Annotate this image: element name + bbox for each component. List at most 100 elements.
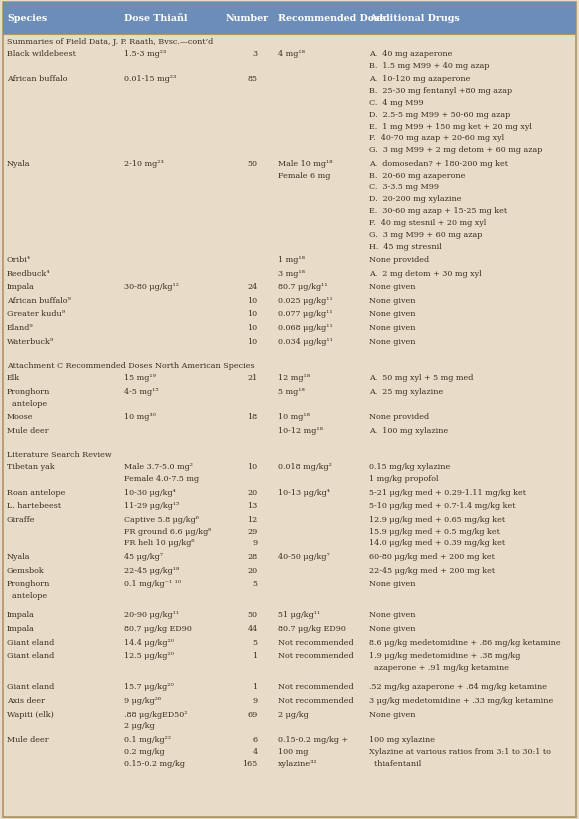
Text: 1.9 μg/kg medetomidine + .38 mg/kg: 1.9 μg/kg medetomidine + .38 mg/kg — [369, 652, 521, 660]
Text: 0.2 mg/kg: 0.2 mg/kg — [124, 748, 165, 756]
Text: 0.15 mg/kg xylazine: 0.15 mg/kg xylazine — [369, 464, 450, 471]
Text: B.  1.5 mg M99 + 40 mg azap: B. 1.5 mg M99 + 40 mg azap — [369, 62, 490, 70]
Text: 0.034 μg/kg¹¹: 0.034 μg/kg¹¹ — [278, 337, 333, 346]
Text: 5-21 μg/kg med + 0.29-1.11 mg/kg ket: 5-21 μg/kg med + 0.29-1.11 mg/kg ket — [369, 489, 526, 496]
Text: 15.7 μg/kg²⁰: 15.7 μg/kg²⁰ — [124, 683, 174, 691]
Text: 2 μg/kg: 2 μg/kg — [278, 711, 309, 718]
Text: Species: Species — [7, 14, 47, 22]
Text: D.  2.5-5 mg M99 + 50-60 mg azap: D. 2.5-5 mg M99 + 50-60 mg azap — [369, 111, 511, 119]
Text: Summaries of Field Data, J. P. Raath, Bvsc.—cont’d: Summaries of Field Data, J. P. Raath, Bv… — [7, 38, 213, 46]
Text: 9: 9 — [252, 540, 258, 547]
Text: 30-80 μg/kg¹²: 30-80 μg/kg¹² — [124, 283, 179, 292]
Text: Black wildebeest: Black wildebeest — [7, 50, 76, 58]
Text: 10-13 μg/kg⁴: 10-13 μg/kg⁴ — [278, 489, 330, 496]
Text: .88 μg/kgED50²: .88 μg/kgED50² — [124, 711, 188, 718]
Text: 14.4 μg/kg²⁰: 14.4 μg/kg²⁰ — [124, 639, 174, 646]
Text: Gemsbok: Gemsbok — [7, 567, 45, 575]
Text: Oribi⁴: Oribi⁴ — [7, 256, 31, 264]
Text: 1: 1 — [252, 683, 258, 691]
Text: None given: None given — [369, 324, 416, 332]
Text: 0.1 mg/kg²²: 0.1 mg/kg²² — [124, 736, 171, 744]
Text: 50: 50 — [248, 160, 258, 168]
Text: Elk: Elk — [7, 374, 20, 382]
Text: None provided: None provided — [369, 256, 430, 264]
Text: Male 3.7-5.0 mg²: Male 3.7-5.0 mg² — [124, 464, 193, 471]
Text: None given: None given — [369, 612, 416, 619]
Text: FR heli 10 μg/kg⁶: FR heli 10 μg/kg⁶ — [124, 540, 195, 547]
Text: 12.9 μg/kg med + 0.65 mg/kg ket: 12.9 μg/kg med + 0.65 mg/kg ket — [369, 516, 505, 524]
Text: 8.6 μg/kg medetomidine + .86 mg/kg ketamine: 8.6 μg/kg medetomidine + .86 mg/kg ketam… — [369, 639, 561, 646]
Text: 10: 10 — [248, 464, 258, 471]
Text: Reedbuck⁴: Reedbuck⁴ — [7, 269, 50, 278]
Text: Impala: Impala — [7, 612, 35, 619]
Text: 60-80 μg/kg med + 200 mg ket: 60-80 μg/kg med + 200 mg ket — [369, 553, 495, 561]
Text: Female 6 mg: Female 6 mg — [278, 172, 330, 179]
Text: Impala: Impala — [7, 625, 35, 633]
Text: 69: 69 — [247, 711, 258, 718]
Text: 11-29 μg/kg¹⁵: 11-29 μg/kg¹⁵ — [124, 502, 180, 510]
Text: 18: 18 — [248, 413, 258, 421]
Text: 20: 20 — [248, 489, 258, 496]
Text: 3 mg¹⁸: 3 mg¹⁸ — [278, 269, 305, 278]
Text: 4: 4 — [252, 748, 258, 756]
Text: 4-5 mg¹⁵: 4-5 mg¹⁵ — [124, 387, 159, 396]
Text: A.  25 mg xylazine: A. 25 mg xylazine — [369, 387, 444, 396]
Text: African buffalo⁹: African buffalo⁹ — [7, 296, 71, 305]
Text: None given: None given — [369, 283, 416, 292]
Text: 9 μg/kg²⁶: 9 μg/kg²⁶ — [124, 697, 162, 705]
Text: Axis deer: Axis deer — [7, 697, 45, 705]
Text: Moose: Moose — [7, 413, 34, 421]
Text: 15 mg¹⁹: 15 mg¹⁹ — [124, 374, 156, 382]
Text: Roan antelope: Roan antelope — [7, 489, 65, 496]
Text: G.  3 mg M99 + 60 mg azap: G. 3 mg M99 + 60 mg azap — [369, 231, 483, 238]
Text: 6: 6 — [252, 736, 258, 744]
Text: Giraffe: Giraffe — [7, 516, 35, 524]
Text: 1 mg¹⁸: 1 mg¹⁸ — [278, 256, 305, 264]
Text: Nyala: Nyala — [7, 160, 31, 168]
Text: Additional Drugs: Additional Drugs — [369, 14, 460, 22]
Text: 80.7 μg/kg ED90: 80.7 μg/kg ED90 — [124, 625, 192, 633]
Text: 44: 44 — [247, 625, 258, 633]
Text: 10-12 mg¹⁸: 10-12 mg¹⁸ — [278, 427, 323, 435]
Text: 40-50 μg/kg⁷: 40-50 μg/kg⁷ — [278, 553, 329, 561]
Text: 0.068 μg/kg¹¹: 0.068 μg/kg¹¹ — [278, 324, 333, 332]
Text: 100 mg: 100 mg — [278, 748, 308, 756]
Text: Giant eland: Giant eland — [7, 639, 54, 646]
Text: 28: 28 — [248, 553, 258, 561]
Text: Not recommended: Not recommended — [278, 683, 354, 691]
Text: Giant eland: Giant eland — [7, 652, 54, 660]
Text: Pronghorn: Pronghorn — [7, 387, 50, 396]
Text: 165: 165 — [243, 759, 258, 767]
Text: Dose Thiañl: Dose Thiañl — [124, 14, 188, 22]
Text: Male 10 mg¹⁸: Male 10 mg¹⁸ — [278, 160, 332, 168]
Text: None provided: None provided — [369, 413, 430, 421]
Text: 80.7 μg/kg¹¹: 80.7 μg/kg¹¹ — [278, 283, 328, 292]
Text: thiafentanil: thiafentanil — [369, 759, 422, 767]
Text: 2-10 mg²³: 2-10 mg²³ — [124, 160, 164, 168]
Text: 45 μg/kg⁷: 45 μg/kg⁷ — [124, 553, 163, 561]
Text: 10-30 μg/kg⁴: 10-30 μg/kg⁴ — [124, 489, 176, 496]
Text: 5: 5 — [252, 639, 258, 646]
Bar — [3, 2, 576, 34]
Text: None given: None given — [369, 711, 416, 718]
Text: None given: None given — [369, 580, 416, 588]
Text: 3: 3 — [252, 50, 258, 58]
Text: 1 mg/kg propofol: 1 mg/kg propofol — [369, 475, 439, 483]
Text: None given: None given — [369, 310, 416, 319]
Text: Not recommended: Not recommended — [278, 652, 354, 660]
Text: 80.7 μg/kg ED90: 80.7 μg/kg ED90 — [278, 625, 346, 633]
Text: Mule deer: Mule deer — [7, 736, 49, 744]
Text: azaperone + .91 mg/kg ketamine: azaperone + .91 mg/kg ketamine — [369, 664, 510, 672]
Text: 12 mg¹⁸: 12 mg¹⁸ — [278, 374, 310, 382]
Text: A.  domosedan? + 180-200 mg ket: A. domosedan? + 180-200 mg ket — [369, 160, 508, 168]
Text: 12: 12 — [247, 516, 258, 524]
Text: Giant eland: Giant eland — [7, 683, 54, 691]
Text: African buffalo: African buffalo — [7, 75, 67, 84]
Text: 20: 20 — [248, 567, 258, 575]
Text: Female 4.0-7.5 mg: Female 4.0-7.5 mg — [124, 475, 200, 483]
Text: 15.9 μg/kg med + 0.5 mg/kg ket: 15.9 μg/kg med + 0.5 mg/kg ket — [369, 527, 500, 536]
Text: 0.018 mg/kg²: 0.018 mg/kg² — [278, 464, 332, 471]
Text: F.  40 mg stesnil + 20 mg xyl: F. 40 mg stesnil + 20 mg xyl — [369, 219, 487, 227]
Text: 0.077 μg/kg¹¹: 0.077 μg/kg¹¹ — [278, 310, 332, 319]
Text: Tibetan yak: Tibetan yak — [7, 464, 54, 471]
